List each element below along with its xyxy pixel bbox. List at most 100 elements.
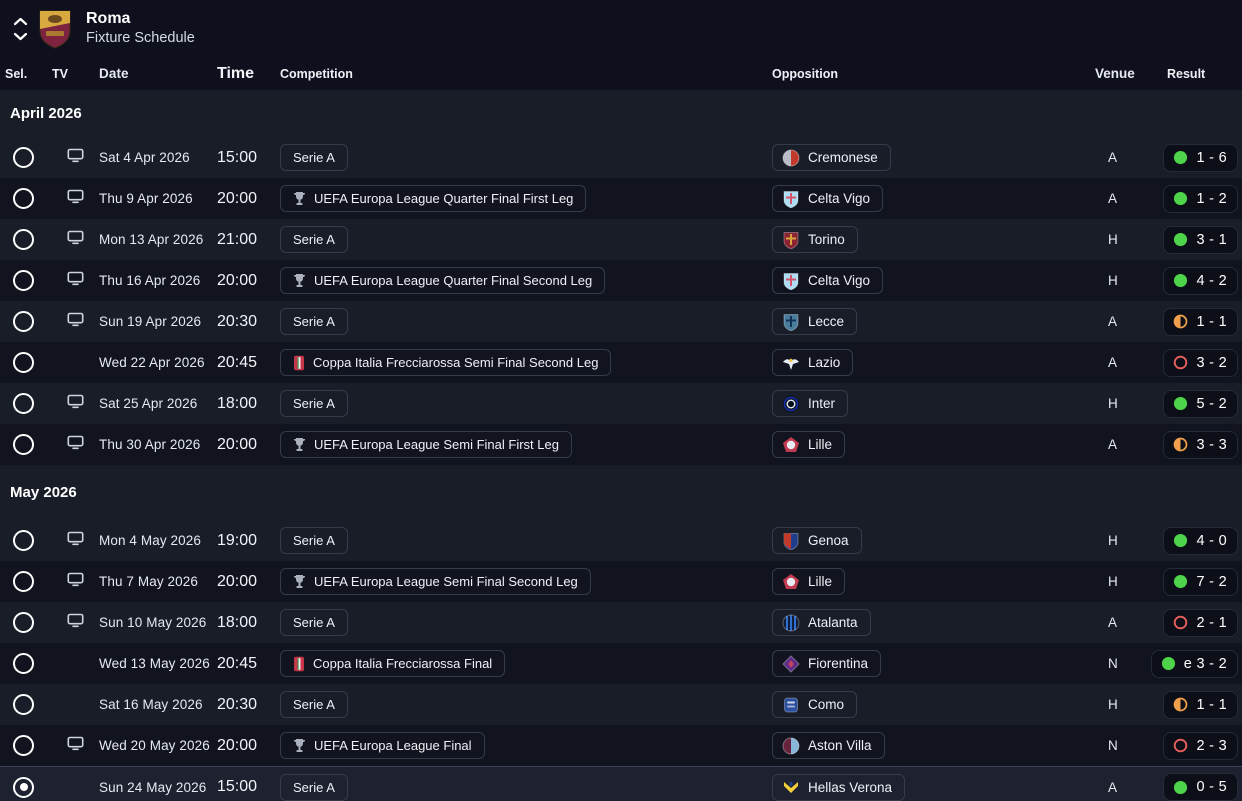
- opposition-badge[interactable]: Cremonese: [772, 144, 891, 171]
- competition-badge[interactable]: UEFA Europa League Quarter Final First L…: [280, 185, 587, 212]
- competition-badge[interactable]: Serie A: [280, 390, 348, 417]
- result-badge[interactable]: 1 - 2: [1163, 184, 1238, 213]
- select-radio[interactable]: [13, 270, 34, 291]
- result-badge[interactable]: 0 - 5: [1163, 773, 1238, 801]
- title-bar: Roma Fixture Schedule: [0, 0, 1242, 57]
- fixture-row[interactable]: Thu 30 Apr 2026 20:00 UEFA Europa League…: [0, 424, 1242, 465]
- fixture-row[interactable]: Sat 16 May 2026 20:30 Serie A Como H: [0, 684, 1242, 725]
- fixture-row[interactable]: Sat 4 Apr 2026 15:00 Serie A Cremonese A: [0, 137, 1242, 178]
- result-score: 1 - 1: [1196, 696, 1227, 713]
- select-radio[interactable]: [13, 311, 34, 332]
- competition-name: Serie A: [293, 314, 335, 329]
- opposition-badge[interactable]: Fiorentina: [772, 650, 882, 677]
- opposition-badge[interactable]: Atalanta: [772, 609, 871, 636]
- result-badge[interactable]: 3 - 3: [1163, 430, 1238, 459]
- competition-badge[interactable]: Serie A: [280, 308, 348, 335]
- fixture-time: 20:00: [217, 271, 258, 289]
- europa-league-trophy-icon: [293, 273, 306, 288]
- select-radio[interactable]: [13, 530, 34, 551]
- opposition-badge[interactable]: Celta Vigo: [772, 185, 884, 212]
- select-radio[interactable]: [13, 735, 34, 756]
- competition-badge[interactable]: UEFA Europa League Quarter Final Second …: [280, 267, 606, 294]
- competition-badge[interactable]: Coppa Italia Frecciarossa Semi Final Sec…: [280, 349, 612, 376]
- venue-indicator: N: [1108, 738, 1118, 753]
- select-radio[interactable]: [13, 188, 34, 209]
- fixture-row[interactable]: Wed 20 May 2026 20:00 UEFA Europa League…: [0, 725, 1242, 766]
- fixture-row[interactable]: Sat 25 Apr 2026 18:00 Serie A Inter H: [0, 383, 1242, 424]
- opposition-badge[interactable]: Lecce: [772, 308, 858, 335]
- fixture-row[interactable]: Sun 10 May 2026 18:00 Serie A Atalanta A: [0, 602, 1242, 643]
- opposition-badge[interactable]: Hellas Verona: [772, 773, 906, 801]
- opposition-crest-icon: [782, 354, 800, 372]
- result-badge[interactable]: e 3 - 2: [1150, 649, 1238, 678]
- result-badge[interactable]: 5 - 2: [1163, 389, 1238, 418]
- competition-badge[interactable]: Serie A: [280, 144, 348, 171]
- competition-badge[interactable]: UEFA Europa League Semi Final Second Leg: [280, 568, 591, 595]
- opposition-badge[interactable]: Torino: [772, 226, 858, 253]
- fixture-date: Thu 9 Apr 2026: [99, 191, 193, 206]
- fixture-row[interactable]: Sun 19 Apr 2026 20:30 Serie A Lecce A: [0, 301, 1242, 342]
- result-badge[interactable]: 7 - 2: [1163, 567, 1238, 596]
- competition-badge[interactable]: Serie A: [280, 773, 348, 801]
- select-radio[interactable]: [13, 229, 34, 250]
- fixture-row[interactable]: Mon 4 May 2026 19:00 Serie A Genoa H: [0, 520, 1242, 561]
- chevron-up-icon[interactable]: [13, 17, 28, 26]
- select-radio[interactable]: [13, 612, 34, 633]
- fixture-date: Wed 22 Apr 2026: [99, 355, 205, 370]
- select-radio[interactable]: [13, 571, 34, 592]
- result-badge[interactable]: 1 - 1: [1163, 307, 1238, 336]
- select-radio[interactable]: [13, 352, 34, 373]
- fixture-time: 20:00: [217, 435, 258, 453]
- result-badge[interactable]: 2 - 1: [1163, 608, 1238, 637]
- competition-badge[interactable]: UEFA Europa League Semi Final First Leg: [280, 431, 572, 458]
- select-radio[interactable]: [13, 776, 34, 798]
- result-badge[interactable]: 1 - 6: [1163, 143, 1238, 172]
- col-header-sel: Sel.: [5, 66, 28, 81]
- select-radio[interactable]: [13, 147, 34, 168]
- competition-badge[interactable]: Serie A: [280, 609, 348, 636]
- opposition-badge[interactable]: Celta Vigo: [772, 267, 884, 294]
- competition-badge[interactable]: UEFA Europa League Final: [280, 732, 485, 759]
- fixture-row[interactable]: Mon 13 Apr 2026 21:00 Serie A Torino H: [0, 219, 1242, 260]
- select-radio[interactable]: [13, 434, 34, 455]
- venue-indicator: H: [1108, 697, 1118, 712]
- result-win-icon: [1173, 780, 1188, 795]
- competition-name: UEFA Europa League Final: [314, 738, 472, 753]
- result-badge[interactable]: 2 - 3: [1163, 731, 1238, 760]
- result-badge[interactable]: 3 - 1: [1163, 225, 1238, 254]
- fixture-row[interactable]: Wed 13 May 2026 20:45 Coppa Italia Frecc…: [0, 643, 1242, 684]
- fixture-row[interactable]: Thu 9 Apr 2026 20:00 UEFA Europa League …: [0, 178, 1242, 219]
- result-badge[interactable]: 1 - 1: [1163, 690, 1238, 719]
- result-badge[interactable]: 3 - 2: [1163, 348, 1238, 377]
- chevron-down-icon[interactable]: [13, 32, 28, 41]
- venue-indicator: H: [1108, 533, 1118, 548]
- coppa-italia-icon: [293, 355, 305, 371]
- competition-badge[interactable]: Coppa Italia Frecciarossa Final: [280, 650, 506, 677]
- venue-indicator: A: [1108, 355, 1118, 370]
- select-radio[interactable]: [13, 393, 34, 414]
- fixture-date: Sun 19 Apr 2026: [99, 314, 202, 329]
- venue-indicator: A: [1108, 191, 1118, 206]
- result-win-icon: [1173, 232, 1188, 247]
- competition-badge[interactable]: Serie A: [280, 226, 348, 253]
- competition-badge[interactable]: Serie A: [280, 691, 348, 718]
- opposition-badge[interactable]: Lille: [772, 431, 846, 458]
- opposition-badge[interactable]: Lazio: [772, 349, 854, 376]
- fixture-row[interactable]: Wed 22 Apr 2026 20:45 Coppa Italia Frecc…: [0, 342, 1242, 383]
- opposition-badge[interactable]: Aston Villa: [772, 732, 885, 759]
- result-badge[interactable]: 4 - 2: [1163, 266, 1238, 295]
- opposition-badge[interactable]: Genoa: [772, 527, 862, 554]
- fixture-date: Wed 20 May 2026: [99, 738, 210, 753]
- fixture-row[interactable]: Sun 24 May 2026 15:00 Serie A Hellas Ver…: [0, 766, 1242, 801]
- opposition-crest-icon: [782, 573, 800, 591]
- fixture-row[interactable]: Thu 7 May 2026 20:00 UEFA Europa League …: [0, 561, 1242, 602]
- opposition-badge[interactable]: Lille: [772, 568, 846, 595]
- result-badge[interactable]: 4 - 0: [1163, 526, 1238, 555]
- select-radio[interactable]: [13, 694, 34, 715]
- fixture-date: Thu 7 May 2026: [99, 574, 198, 589]
- competition-badge[interactable]: Serie A: [280, 527, 348, 554]
- opposition-badge[interactable]: Como: [772, 691, 858, 718]
- fixture-row[interactable]: Thu 16 Apr 2026 20:00 UEFA Europa League…: [0, 260, 1242, 301]
- opposition-badge[interactable]: Inter: [772, 390, 849, 417]
- select-radio[interactable]: [13, 653, 34, 674]
